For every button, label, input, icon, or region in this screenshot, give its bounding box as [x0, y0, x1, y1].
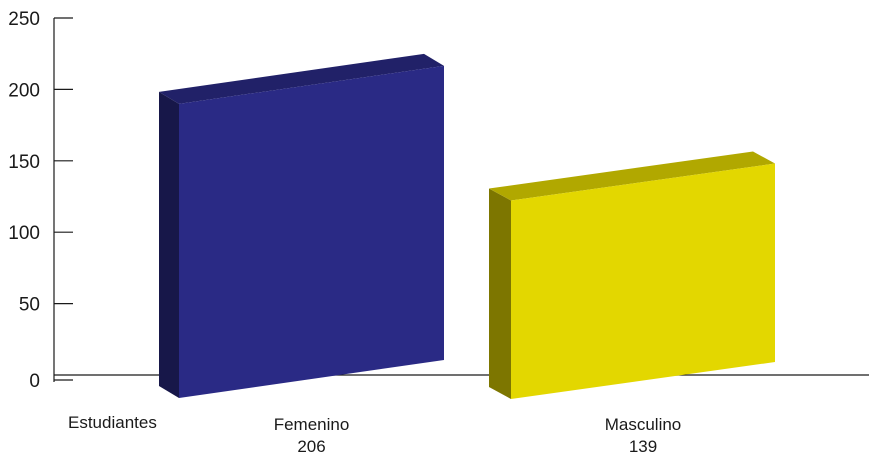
x-axis-label: Estudiantes [68, 413, 157, 432]
y-tick-label: 0 [29, 371, 40, 392]
bar-side-face [489, 188, 511, 399]
y-tick-label: 50 [19, 295, 40, 316]
bar-top-face [489, 151, 775, 201]
value-label: 206 [297, 437, 325, 455]
bar-femenino [159, 53, 444, 398]
category-label: Femenino [274, 415, 350, 434]
y-tick-label: 250 [8, 9, 40, 30]
bar-masculino [489, 151, 775, 399]
bar-front-face [511, 163, 775, 399]
y-tick-label: 200 [8, 80, 40, 101]
y-tick-label: 100 [8, 223, 40, 244]
bar-side-face [159, 91, 179, 398]
bar-front-face [179, 65, 444, 398]
y-tick-label: 150 [8, 152, 40, 173]
value-label: 139 [629, 437, 657, 455]
category-label: Masculino [605, 415, 682, 434]
bar-top-face [159, 53, 444, 104]
